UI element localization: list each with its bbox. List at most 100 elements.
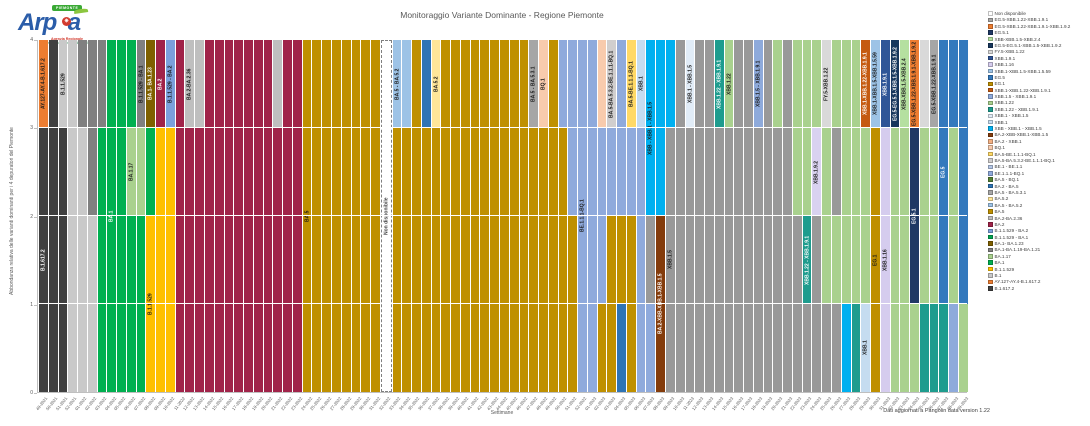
bar-25-2023: FY.5-XBB.1.22	[822, 40, 832, 392]
legend-item: BE.1.1.1-BQ.1	[988, 171, 1088, 176]
bar-segment: BE.1.1.1-BQ.1	[578, 40, 587, 392]
legend-label: XBB.1.22	[994, 100, 1014, 106]
legend-swatch-icon	[988, 75, 993, 80]
legend-item: XBB-XBB.1.5-XBB.2.4	[988, 37, 1088, 42]
bar-42-2022	[480, 40, 490, 392]
bar-segment	[244, 40, 253, 392]
legend-swatch-icon	[988, 24, 993, 29]
bar-segment: XBB.1.22 - XBB.1.9.1	[714, 40, 724, 128]
bar-segment	[900, 128, 910, 392]
bar-segment	[656, 40, 665, 216]
legend-item: BA.2 - BA.5	[988, 184, 1088, 189]
bar-segment: XBB.1.5 - XBB.1.9.1	[753, 40, 763, 128]
bar-segment	[763, 40, 773, 392]
legend-label: EG.1	[994, 81, 1005, 87]
bar-17-2023	[744, 40, 753, 392]
bar-26-2022	[322, 40, 331, 392]
legend-swatch-icon	[988, 94, 993, 99]
bar-segment: BA.5 - BA.5.3.1	[529, 40, 539, 128]
legend-swatch-icon	[988, 209, 993, 214]
legend-item: AY.127-AY.4-B.1.617.2	[988, 279, 1088, 284]
bar-segment: XBB.1.22	[724, 40, 734, 128]
bar-segment	[519, 40, 529, 392]
bar-segment	[695, 40, 705, 392]
bar-segment: BA.1- BA.1.23	[146, 40, 156, 128]
bar-segment: BQ.1	[539, 40, 548, 128]
legend-label: B.1.617.2	[994, 285, 1015, 291]
bar-03-2023: BA.5-BA.5.3.2-BE.1.1.1-BQ.1	[607, 40, 617, 392]
bar-28-2022	[341, 40, 351, 392]
bar-segment	[253, 40, 263, 392]
x-tick-label: 39-2023	[955, 396, 970, 412]
bar-36-2023: EG.5-XBB.1.22-XBB.1.9.1	[929, 40, 939, 392]
legend-swatch-icon	[988, 87, 993, 93]
legend-item: XBB.1.5 - XBB.1.9.1	[988, 94, 1088, 99]
legend-swatch-icon	[988, 107, 993, 112]
bar-segment	[97, 128, 107, 392]
bar-segment	[832, 216, 841, 304]
bar-12-2022: BA.2-BA.2.36	[185, 40, 195, 392]
legend-label: BA.5-BA.5.3.2-BE.1.1.1-BQ.1	[994, 157, 1055, 163]
legend-item: BA.2-XBB-XBB.1-XBB.1.5	[988, 132, 1088, 137]
bar-segment	[851, 40, 861, 304]
y-tick-label: 2	[30, 213, 33, 220]
legend-item: XBB.1	[988, 120, 1088, 125]
bar-segment	[539, 128, 548, 392]
bar-segment	[949, 304, 958, 392]
bar-28-2023	[851, 40, 861, 392]
bar-segment	[568, 216, 578, 392]
legend-swatch-icon	[988, 254, 993, 259]
legend: Non disponibile EG.5-XBB.1.22-XBB.1.9.1 EG…	[988, 11, 1088, 292]
bar-30-2022	[361, 40, 371, 392]
bar-segment: EG.5-XBB.1.22-XBB.1.9.1-XBB.1.9.2	[910, 40, 919, 128]
legend-swatch-icon	[988, 247, 993, 253]
legend-label: BA.2 - BA.5	[994, 183, 1019, 189]
bar-segment-label: XBB.1.9.2	[813, 160, 820, 184]
bar-segment: XBB.1	[636, 40, 646, 128]
bar-34-2023: EG.5.1 EG.5-XBB.1.22-XBB.1.9.1-XBB.1.9.2	[910, 40, 919, 392]
bar-segment	[529, 128, 539, 392]
bar-segment-label: BA.1.17	[128, 162, 135, 182]
bar-40-2022	[460, 40, 470, 392]
legend-label: BA.5	[994, 209, 1005, 215]
bar-segment-label: BA.5 - BA.5.3.1	[530, 66, 537, 102]
bar-segment	[273, 128, 283, 392]
legend-label: BA.5 - BA.5.2	[994, 202, 1023, 208]
bar-segment	[792, 40, 802, 216]
bar-segment	[87, 216, 97, 392]
bar-07-2023: XBB - XBB.1 - XBB.1.5	[646, 40, 656, 392]
bar-segment: B.1.617.2	[39, 128, 48, 392]
bar-segment	[734, 40, 744, 392]
legend-swatch-icon	[988, 30, 993, 35]
legend-label: B.1.1.529	[994, 266, 1015, 272]
legend-label: XBB.1-XBB.1.5-XBB.1.5.59	[994, 68, 1051, 74]
bar-segment	[558, 40, 568, 128]
legend-label: EG.5-XBB.1.22-XBB.1.9.1	[994, 17, 1049, 23]
bar-43-2022	[490, 40, 499, 392]
bar-45-2022	[509, 40, 519, 392]
legend-label: XBB.1 - XBB.1.5	[994, 113, 1029, 119]
legend-swatch-icon	[988, 190, 993, 195]
bar-33-2023: XBB-XBB.1.5-XBB.2.4	[900, 40, 910, 392]
legend-swatch-icon	[988, 145, 993, 150]
bar-segment	[58, 128, 68, 392]
x-axis-title: Settimane	[490, 410, 514, 416]
bar-segment	[832, 304, 841, 392]
bar-52-2022: BE.1.1.1-BQ.1	[578, 40, 587, 392]
legend-item: XBB.1 - XBB.1.5	[988, 113, 1088, 118]
bar-segment-label: XBB.1	[638, 76, 645, 92]
bar-segment	[392, 128, 402, 392]
legend-swatch-icon	[988, 260, 993, 265]
legend-swatch-icon	[988, 36, 993, 42]
y-tick-mark	[34, 304, 37, 306]
bar-segment-label: BQ.1	[540, 78, 547, 90]
legend-label: BA.2-BA.2.36	[994, 215, 1023, 221]
legend-swatch-icon	[988, 158, 993, 163]
bar-segment	[165, 128, 175, 392]
bar-segment: BA.5	[302, 40, 312, 392]
bar-segment	[626, 216, 636, 392]
bar-segment-label: XBB.1-XBB.1.5-XBB.1.5.59	[872, 52, 879, 116]
bar-24-2022: BA.5	[302, 40, 312, 392]
bar-03-2022	[97, 40, 107, 392]
legend-item: EG.5.1	[988, 30, 1088, 35]
